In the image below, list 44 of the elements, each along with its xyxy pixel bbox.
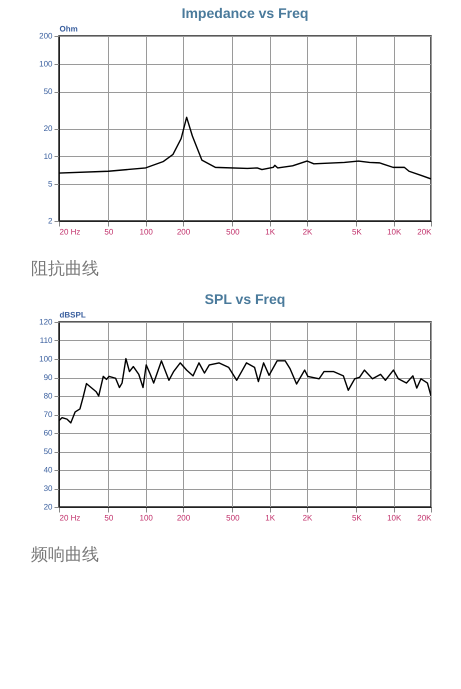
y-tick-label: 50 — [44, 87, 54, 96]
y-tick-label: 40 — [44, 466, 54, 474]
x-tick-label: 5K — [352, 514, 362, 522]
chart-title: Impedance vs Freq — [182, 5, 308, 21]
y-tick-label: 110 — [40, 336, 54, 345]
y-tick-label: 80 — [44, 392, 54, 400]
y-tick-label: 20 — [44, 502, 54, 512]
x-tick-label: 50 — [104, 514, 114, 522]
y-tick-label: 2 — [48, 216, 54, 226]
y-tick-label: 5 — [48, 180, 54, 189]
text: 阻抗曲线 — [31, 259, 99, 279]
x-tick-label: 1K — [265, 228, 276, 236]
y-tick-label: 70 — [44, 410, 54, 419]
x-tick-label: 100 — [139, 228, 154, 236]
x-tick-label: 20 Hz — [60, 228, 80, 236]
y-tick-label: 90 — [44, 373, 54, 382]
x-tick-label: 10K — [387, 228, 402, 236]
x-tick-label: 50 — [104, 228, 114, 236]
y-axis-title: dBSPL — [60, 310, 86, 320]
x-tick-label: 5K — [352, 228, 362, 236]
y-axis-title: Ohm — [60, 24, 78, 34]
x-tick-label: 200 — [176, 228, 191, 236]
y-tick-label: 200 — [39, 32, 54, 40]
y-tick-label: 30 — [44, 484, 54, 493]
y-tick-label: 100 — [39, 59, 54, 68]
x-tick-label: 1K — [265, 514, 276, 522]
x-tick-label: 100 — [139, 514, 154, 522]
x-tick-label: 2K — [302, 514, 314, 522]
y-tick-label: 60 — [44, 428, 54, 438]
y-tick-label: 10 — [44, 152, 54, 161]
x-tick-label: 200 — [176, 514, 191, 522]
y-tick-label: 120 — [39, 318, 54, 326]
y-tick-label: 50 — [44, 447, 54, 456]
y-tick-label: 100 — [39, 354, 54, 364]
x-tick-label: 10K — [387, 514, 402, 522]
x-tick-label: 20K — [417, 228, 432, 236]
text: 频响曲线 — [31, 545, 99, 565]
x-tick-label: 20 Hz — [60, 514, 80, 522]
x-tick-label: 500 — [226, 228, 240, 236]
x-tick-label: 500 — [226, 514, 240, 522]
x-tick-label: 20K — [417, 514, 432, 522]
chart-title: SPL vs Freq — [204, 291, 286, 307]
y-tick-label: 20 — [44, 124, 54, 133]
x-tick-label: 2K — [302, 228, 314, 236]
